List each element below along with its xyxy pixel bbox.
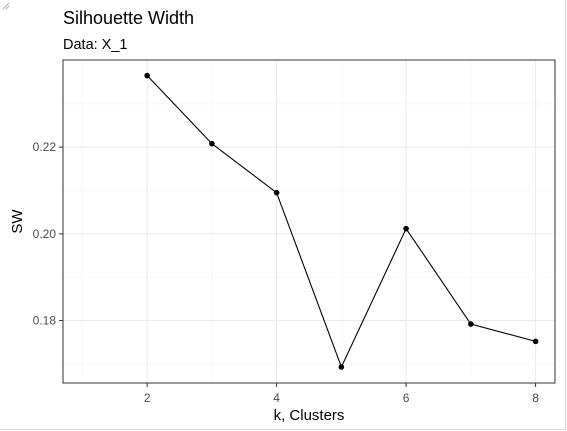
data-point xyxy=(403,225,409,232)
x-axis-title: k, Clusters xyxy=(274,407,345,424)
minor-gridlines xyxy=(63,60,555,383)
y-axis-title: SW xyxy=(9,209,26,234)
y-tick-label: 0.20 xyxy=(33,227,57,241)
x-tick-label: 6 xyxy=(403,391,410,405)
x-tick-label: 4 xyxy=(273,391,280,405)
data-point xyxy=(532,338,539,345)
data-point xyxy=(468,321,474,327)
data-point xyxy=(273,189,280,196)
chart-title: Silhouette Width xyxy=(63,8,195,28)
major-gridlines xyxy=(63,60,555,383)
panel-border xyxy=(62,59,556,384)
chart-subtitle: Data: X_1 xyxy=(63,37,128,53)
resize-grip-icon[interactable] xyxy=(0,0,10,10)
data-point xyxy=(209,140,215,147)
x-tick-label: 8 xyxy=(532,391,539,405)
data-point xyxy=(144,72,150,79)
data-point xyxy=(338,364,345,370)
x-tick-label: 2 xyxy=(144,391,151,405)
data-series xyxy=(144,72,539,370)
y-tick-label: 0.18 xyxy=(33,314,57,328)
axis-ticks: 2 4 6 8 0.18 0.20 0.22 xyxy=(33,140,540,405)
y-tick-label: 0.22 xyxy=(33,140,57,154)
